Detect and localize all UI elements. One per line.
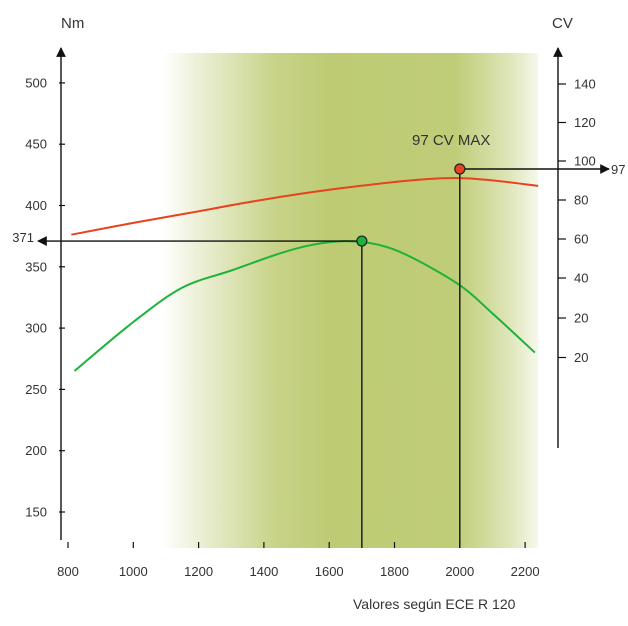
left-tick-label-1: 200 bbox=[25, 443, 47, 458]
torque-series-line bbox=[73, 240, 536, 372]
power-series-line bbox=[71, 177, 539, 236]
x-tick-label-1: 1000 bbox=[119, 564, 148, 579]
torque-peak-marker bbox=[356, 235, 368, 247]
torque-peak-label: 371 bbox=[12, 230, 34, 245]
right-tick-label-3: 80 bbox=[574, 193, 588, 208]
power-peak-marker bbox=[454, 163, 466, 175]
axes bbox=[56, 47, 563, 540]
x-tick-label-3: 1400 bbox=[249, 564, 278, 579]
x-tick-label-6: 2000 bbox=[445, 564, 474, 579]
left-axis-label: Nm bbox=[61, 15, 84, 32]
right-axis-label: CV bbox=[552, 15, 573, 32]
left-tick-label-2: 250 bbox=[25, 382, 47, 397]
power-peak-label: 97 bbox=[611, 162, 625, 177]
right-tick-label-5: 40 bbox=[574, 271, 588, 286]
footnote: Valores según ECE R 120 bbox=[353, 596, 516, 612]
right-tick-label-1: 120 bbox=[574, 115, 596, 130]
tick-labels: 150 200 250 300 350 400 450 500 140 120 100 80 60 40 2… bbox=[25, 75, 595, 579]
power-peak-title: 97 CV MAX bbox=[412, 132, 490, 149]
left-tick-label-4: 350 bbox=[25, 259, 47, 274]
right-tick-label-0: 140 bbox=[574, 77, 596, 92]
x-tick-label-5: 1800 bbox=[380, 564, 409, 579]
right-tick-label-2: 100 bbox=[574, 154, 596, 169]
left-tick-label-0: 150 bbox=[25, 505, 47, 520]
right-tick-label-4: 60 bbox=[574, 232, 588, 247]
operating-band bbox=[162, 53, 539, 548]
left-tick-label-6: 450 bbox=[25, 137, 47, 152]
x-tick-label-4: 1600 bbox=[315, 564, 344, 579]
peak-guides bbox=[37, 164, 610, 548]
left-tick-label-3: 300 bbox=[25, 321, 47, 336]
right-tick-label-6: 20 bbox=[574, 311, 588, 326]
x-tick-label-0: 800 bbox=[57, 564, 79, 579]
left-tick-label-7: 500 bbox=[25, 75, 47, 90]
left-tick-label-5: 400 bbox=[25, 198, 47, 213]
x-tick-label-7: 2200 bbox=[511, 564, 540, 579]
right-tick-label-7: 20 bbox=[574, 350, 588, 365]
x-tick-label-2: 1200 bbox=[184, 564, 213, 579]
